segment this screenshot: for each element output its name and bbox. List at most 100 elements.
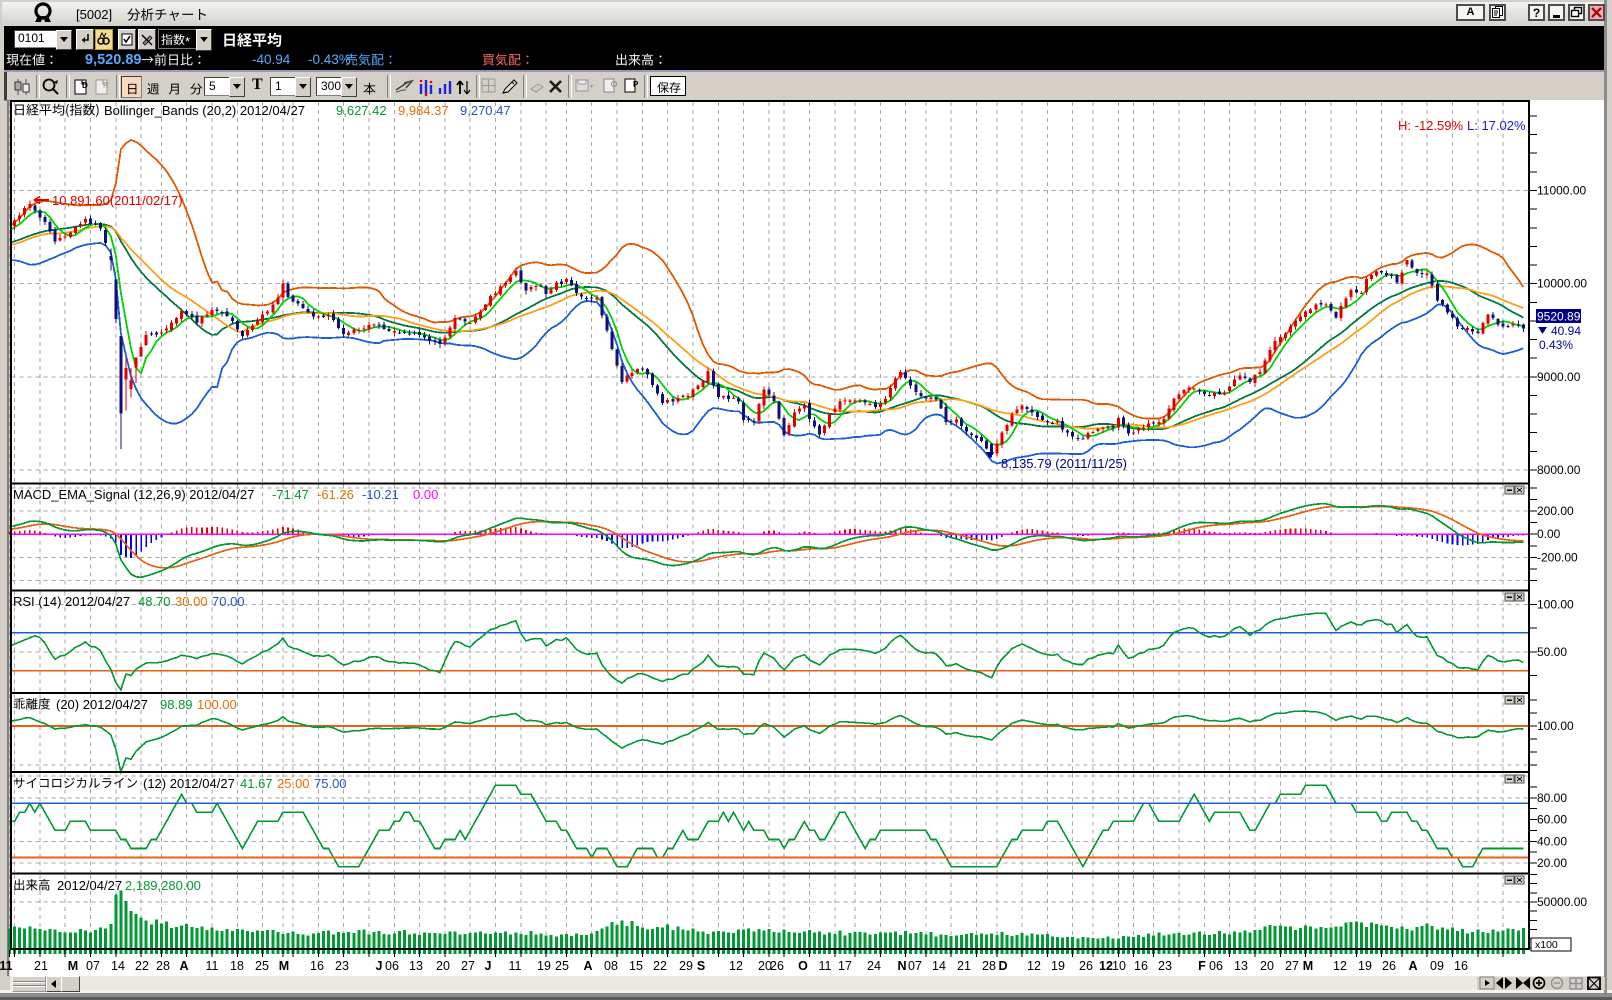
svg-text:07: 07: [908, 959, 922, 973]
svg-text:28: 28: [982, 959, 996, 973]
svg-text:23: 23: [335, 959, 349, 973]
svg-text:50.00: 50.00: [1537, 645, 1567, 659]
svg-text:A: A: [583, 959, 592, 973]
svg-text:60.00: 60.00: [1537, 813, 1567, 827]
svg-text:M: M: [68, 959, 78, 973]
svg-text:40.94: 40.94: [1551, 324, 1581, 338]
svg-text:13: 13: [409, 959, 423, 973]
svg-text:98.89: 98.89: [160, 697, 193, 712]
svg-text:12: 12: [1027, 959, 1041, 973]
svg-text:9000.00: 9000.00: [1537, 370, 1581, 384]
svg-text:28: 28: [156, 959, 170, 973]
svg-text:9520.89: 9520.89: [1537, 310, 1581, 324]
svg-text:23: 23: [1158, 959, 1172, 973]
svg-text:11: 11: [819, 959, 832, 973]
svg-text:9,984.37: 9,984.37: [398, 103, 449, 118]
svg-text:-200.00: -200.00: [1537, 550, 1578, 564]
svg-text:06: 06: [1209, 959, 1223, 973]
svg-text:0.43%: 0.43%: [1539, 338, 1573, 352]
svg-text:21: 21: [34, 959, 48, 973]
svg-text:2012/04/27: 2012/04/27: [57, 878, 122, 893]
svg-text:x100: x100: [1535, 939, 1558, 951]
svg-text:R: R: [103, 81, 109, 90]
svg-text:25: 25: [255, 959, 269, 973]
svg-text:10,891.60(2011/02/17): 10,891.60(2011/02/17): [52, 193, 183, 208]
svg-text:16: 16: [1454, 959, 1468, 973]
svg-text:22: 22: [653, 959, 667, 973]
svg-text:11: 11: [509, 959, 522, 973]
svg-text:14: 14: [111, 959, 125, 973]
svg-text:9,270.47: 9,270.47: [460, 103, 511, 118]
svg-text:P: P: [633, 80, 639, 89]
svg-text:08: 08: [604, 959, 618, 973]
svg-text:41.67: 41.67: [240, 776, 273, 791]
svg-text:M: M: [279, 959, 289, 973]
svg-text:F: F: [1198, 959, 1206, 973]
svg-text:19: 19: [537, 959, 551, 973]
svg-text:29: 29: [679, 959, 693, 973]
svg-text:J: J: [376, 959, 383, 973]
svg-text:Bollinger_Bands (20,2) 2012/04: Bollinger_Bands (20,2) 2012/04/27: [104, 103, 305, 118]
svg-text:11: 11: [0, 959, 13, 973]
svg-text:20.00: 20.00: [1537, 856, 1567, 870]
svg-text:A: A: [179, 959, 188, 973]
svg-text:A: A: [1408, 959, 1417, 973]
svg-text:9,627.42: 9,627.42: [336, 103, 387, 118]
svg-text:-40.94: -40.94: [252, 52, 291, 67]
svg-text:MACD_EMA_Signal (12,26,9) 2012: MACD_EMA_Signal (12,26,9) 2012/04/27: [13, 487, 254, 502]
svg-text:9,520.89: 9,520.89: [85, 52, 141, 68]
svg-text:27: 27: [461, 959, 475, 973]
svg-text:70.00: 70.00: [212, 594, 245, 609]
svg-text:-61.26: -61.26: [317, 487, 354, 502]
svg-text:10: 10: [1112, 959, 1126, 973]
svg-text:80.00: 80.00: [1537, 791, 1567, 805]
svg-text:06: 06: [385, 959, 399, 973]
svg-text:(20) 2012/04/27: (20) 2012/04/27: [56, 697, 148, 712]
svg-text:25.00: 25.00: [277, 776, 310, 791]
svg-text:14: 14: [932, 959, 946, 973]
svg-text:0.00: 0.00: [1537, 527, 1561, 541]
svg-text:17: 17: [838, 959, 852, 973]
svg-text:15: 15: [629, 959, 643, 973]
svg-text:0.00: 0.00: [413, 487, 438, 502]
svg-text:26: 26: [1382, 959, 1396, 973]
svg-text:-71.47: -71.47: [272, 487, 309, 502]
svg-text:11: 11: [206, 959, 219, 973]
svg-text:20: 20: [436, 959, 450, 973]
svg-text:09: 09: [1430, 959, 1444, 973]
svg-text:16: 16: [1134, 959, 1148, 973]
svg-text:200.00: 200.00: [1537, 504, 1574, 518]
svg-text:100.00: 100.00: [1537, 597, 1574, 611]
svg-text:8000.00: 8000.00: [1537, 463, 1581, 477]
svg-text:[5002]: [5002]: [76, 7, 112, 22]
svg-text:O: O: [798, 959, 808, 973]
svg-text:*: *: [185, 34, 190, 49]
svg-text:D: D: [82, 81, 88, 90]
svg-text:M: M: [1303, 959, 1313, 973]
svg-text:20: 20: [1260, 959, 1274, 973]
svg-text:19: 19: [1358, 959, 1372, 973]
svg-text:(12) 2012/04/27: (12) 2012/04/27: [143, 776, 235, 791]
svg-text:11000.00: 11000.00: [1537, 184, 1586, 198]
svg-text:48.70: 48.70: [138, 594, 171, 609]
svg-text:RSI (14) 2012/04/27: RSI (14) 2012/04/27: [13, 594, 130, 609]
svg-text:75.00: 75.00: [314, 776, 347, 791]
svg-text:16: 16: [310, 959, 324, 973]
svg-text:10000.00: 10000.00: [1537, 277, 1587, 291]
svg-text:N: N: [897, 959, 906, 973]
svg-text:30.00: 30.00: [175, 594, 208, 609]
svg-text:-10.21: -10.21: [362, 487, 399, 502]
svg-text:2,189,280.00: 2,189,280.00: [125, 878, 201, 893]
svg-text:12: 12: [1099, 959, 1113, 973]
svg-text:-0.43%: -0.43%: [308, 52, 351, 67]
svg-text:26: 26: [770, 959, 784, 973]
svg-text:21: 21: [957, 959, 971, 973]
svg-text:22: 22: [135, 959, 149, 973]
svg-text:H: -12.59%: H: -12.59%: [1398, 118, 1463, 133]
svg-text:50000.00: 50000.00: [1537, 895, 1587, 909]
svg-text:100.00: 100.00: [1537, 719, 1574, 733]
svg-text:8,135.79 (2011/11/25): 8,135.79 (2011/11/25): [1001, 456, 1127, 471]
svg-text:12: 12: [729, 959, 743, 973]
svg-text:27: 27: [1285, 959, 1299, 973]
svg-text:12: 12: [1333, 959, 1347, 973]
